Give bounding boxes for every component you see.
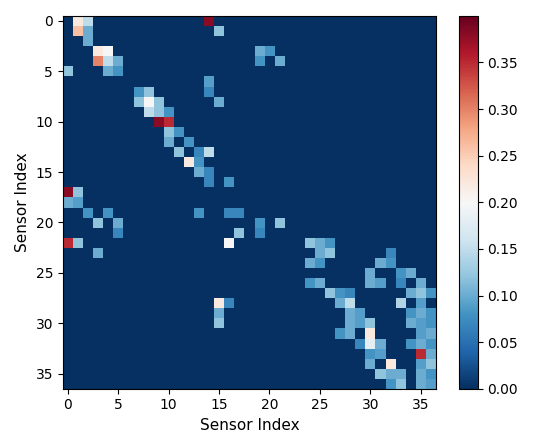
Y-axis label: Sensor Index: Sensor Index — [15, 152, 30, 252]
X-axis label: Sensor Index: Sensor Index — [200, 418, 299, 433]
